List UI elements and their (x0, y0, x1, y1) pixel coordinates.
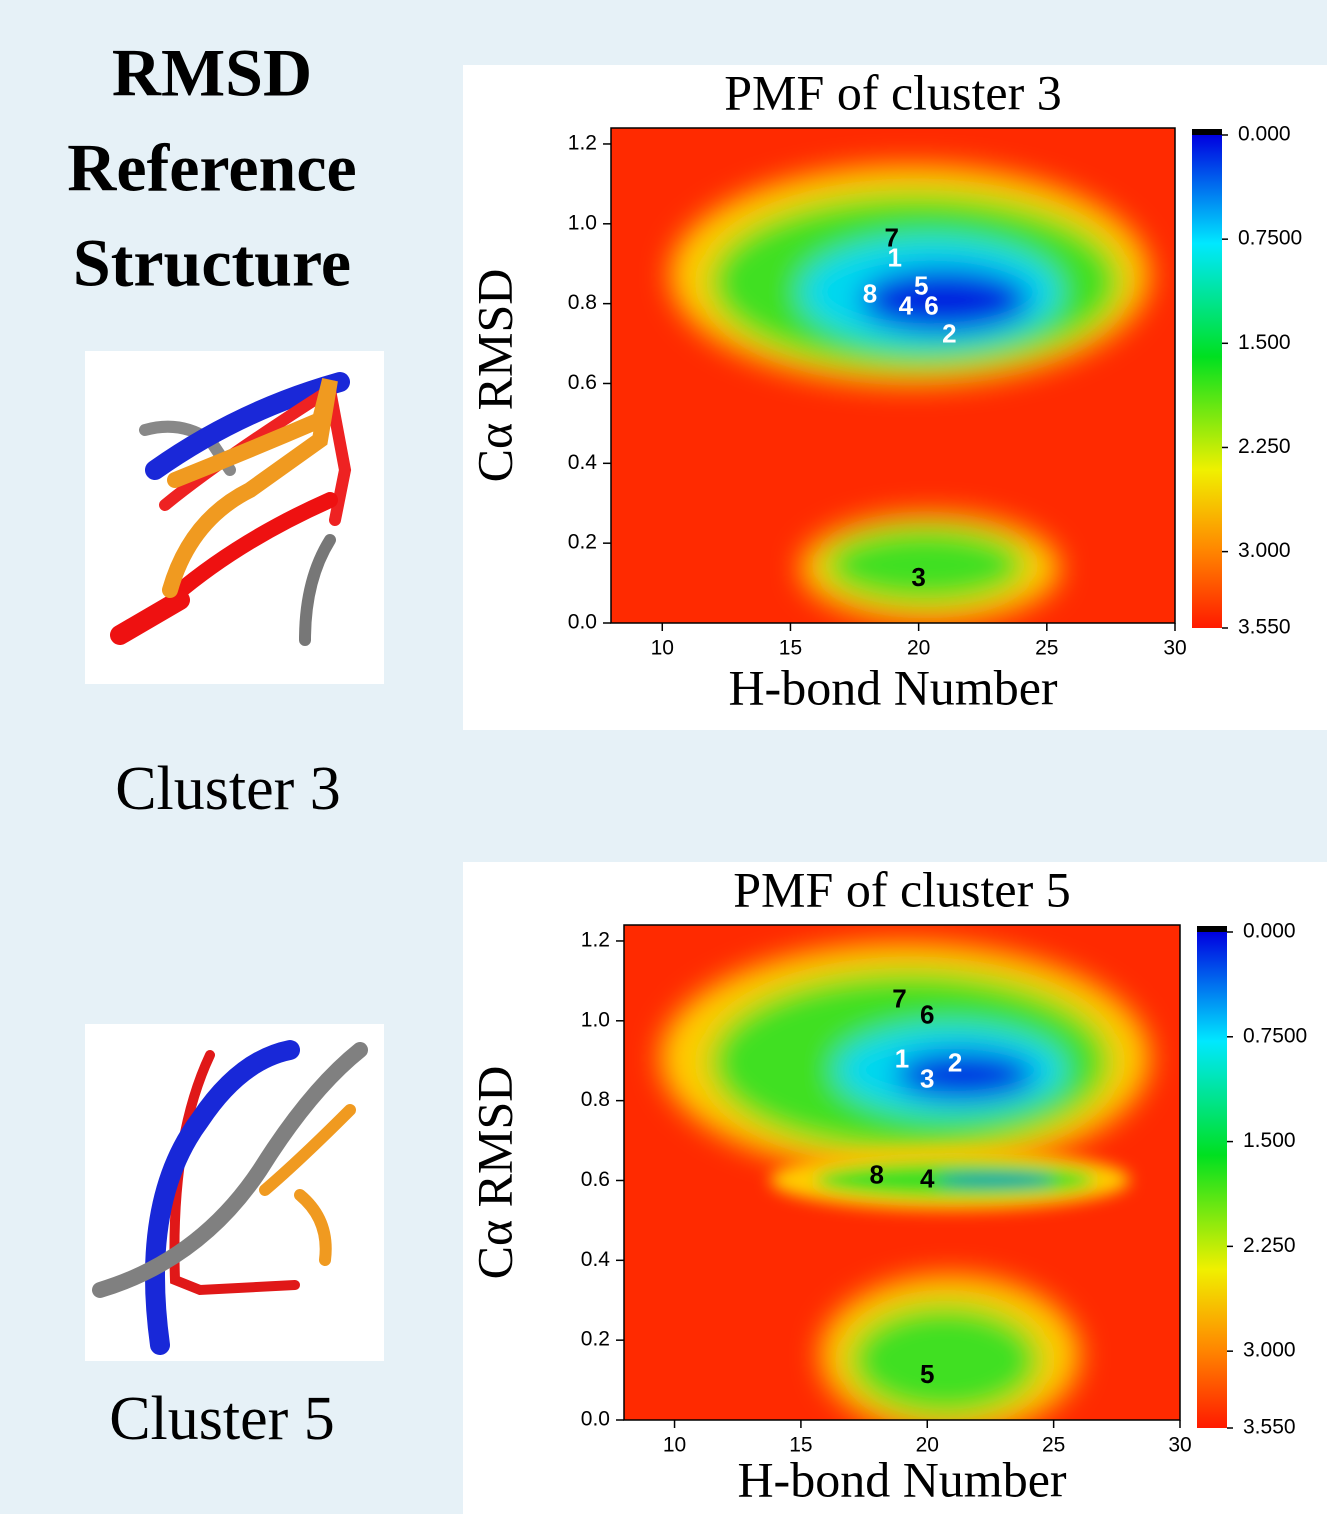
point-label: 3 (920, 1064, 934, 1094)
y-tick-label: 0.6 (581, 1168, 610, 1191)
heading: Structure (73, 225, 351, 301)
point-label: 5 (920, 1359, 934, 1389)
y-tick-label: 0.8 (568, 291, 597, 314)
x-tick-label: 25 (1035, 637, 1058, 660)
point-label: 1 (895, 1044, 909, 1074)
point-label: 2 (948, 1048, 962, 1078)
colorbar-tick-label: 3.000 (1238, 539, 1291, 562)
y-tick-label: 0.2 (568, 531, 597, 554)
point-label: 1 (888, 243, 902, 273)
caption: Cluster 5 (109, 1385, 335, 1453)
colorbar-tick-label: 0.000 (1238, 123, 1291, 146)
x-tick-label: 10 (651, 637, 674, 660)
x-tick-label: 20 (907, 637, 930, 660)
colorbar-tick-label: 1.500 (1243, 1129, 1296, 1152)
heading: RMSD (112, 35, 312, 111)
colorbar-tick-label: 3.000 (1243, 1339, 1296, 1362)
point-label: 4 (899, 291, 914, 321)
colorbar-tick-label: 0.7500 (1238, 227, 1302, 250)
chart-title: PMF of cluster 5 (733, 861, 1071, 917)
point-label: 3 (911, 562, 925, 592)
x-tick-label: 30 (1163, 637, 1186, 660)
figure: RMSD Reference Structure Cluster 3 Clust… (0, 0, 1327, 1514)
colorbar-tick-label: 3.550 (1243, 1416, 1296, 1439)
left-panel: RMSD Reference Structure Cluster 3 Clust… (67, 35, 384, 1454)
point-label: 8 (863, 279, 877, 309)
y-tick-label: 0.8 (581, 1088, 610, 1111)
point-label: 2 (942, 318, 956, 348)
colorbar-cap (1192, 129, 1222, 135)
y-axis-label: Cα RMSD (466, 269, 522, 483)
caption: Cluster 3 (115, 755, 341, 823)
heading: Reference (67, 130, 356, 206)
chart-title: PMF of cluster 3 (724, 64, 1062, 120)
point-label: 6 (920, 1000, 934, 1030)
colorbar (1192, 135, 1222, 628)
point-label: 4 (920, 1163, 935, 1193)
y-tick-label: 0.2 (581, 1328, 610, 1351)
y-tick-label: 1.2 (568, 132, 597, 155)
point-label: 7 (892, 984, 906, 1014)
y-tick-label: 0.4 (568, 451, 598, 474)
colorbar (1197, 932, 1227, 1428)
point-label: 8 (869, 1159, 883, 1189)
colorbar-cap (1197, 926, 1227, 932)
x-axis-label: H-bond Number (737, 1451, 1066, 1507)
y-tick-label: 0.0 (568, 611, 597, 634)
colorbar-tick-label: 1.500 (1238, 331, 1291, 354)
y-tick-label: 0.6 (568, 371, 597, 394)
colorbar-tick-label: 3.550 (1238, 616, 1291, 639)
x-tick-label: 30 (1168, 1434, 1191, 1457)
x-axis-label: H-bond Number (728, 659, 1057, 715)
x-tick-label: 15 (779, 637, 802, 660)
y-axis-label: Cα RMSD (466, 1066, 522, 1280)
y-tick-label: 1.2 (581, 929, 610, 952)
point-label: 6 (924, 291, 938, 321)
colorbar-tick-label: 0.000 (1243, 920, 1296, 943)
y-tick-label: 0.0 (581, 1408, 610, 1431)
y-tick-label: 1.0 (568, 211, 597, 234)
y-tick-label: 1.0 (581, 1008, 610, 1031)
y-tick-label: 0.4 (581, 1248, 611, 1271)
contour-fill (611, 128, 1175, 623)
colorbar-tick-label: 0.7500 (1243, 1024, 1307, 1047)
colorbar-tick-label: 2.250 (1238, 435, 1291, 458)
colorbar-tick-label: 2.250 (1243, 1234, 1296, 1257)
x-tick-label: 10 (663, 1434, 686, 1457)
